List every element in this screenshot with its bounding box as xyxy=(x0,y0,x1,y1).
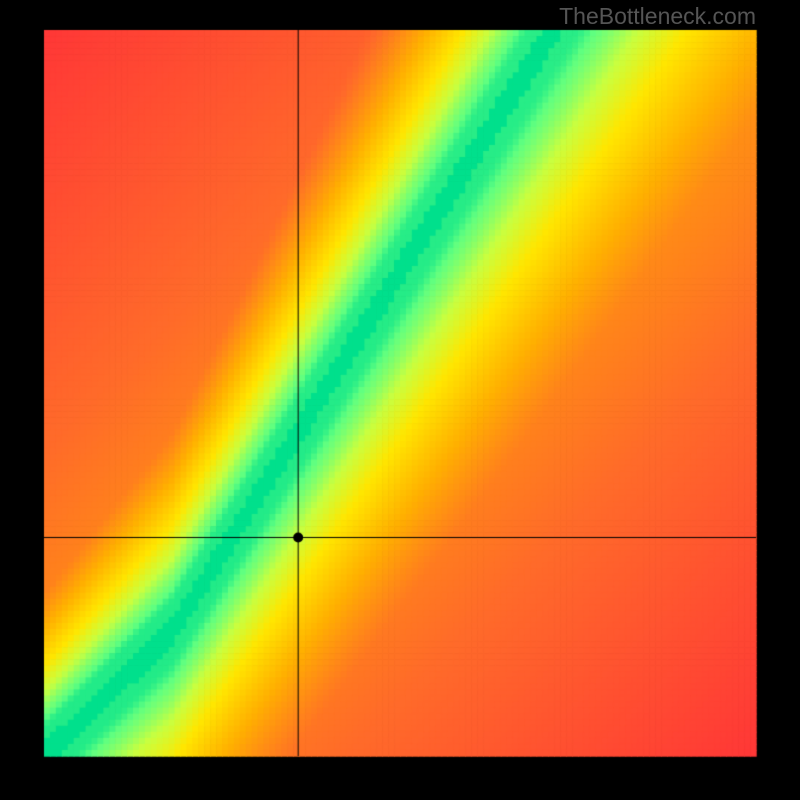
watermark-text: TheBottleneck.com xyxy=(559,3,756,30)
bottleneck-heatmap xyxy=(0,0,800,800)
